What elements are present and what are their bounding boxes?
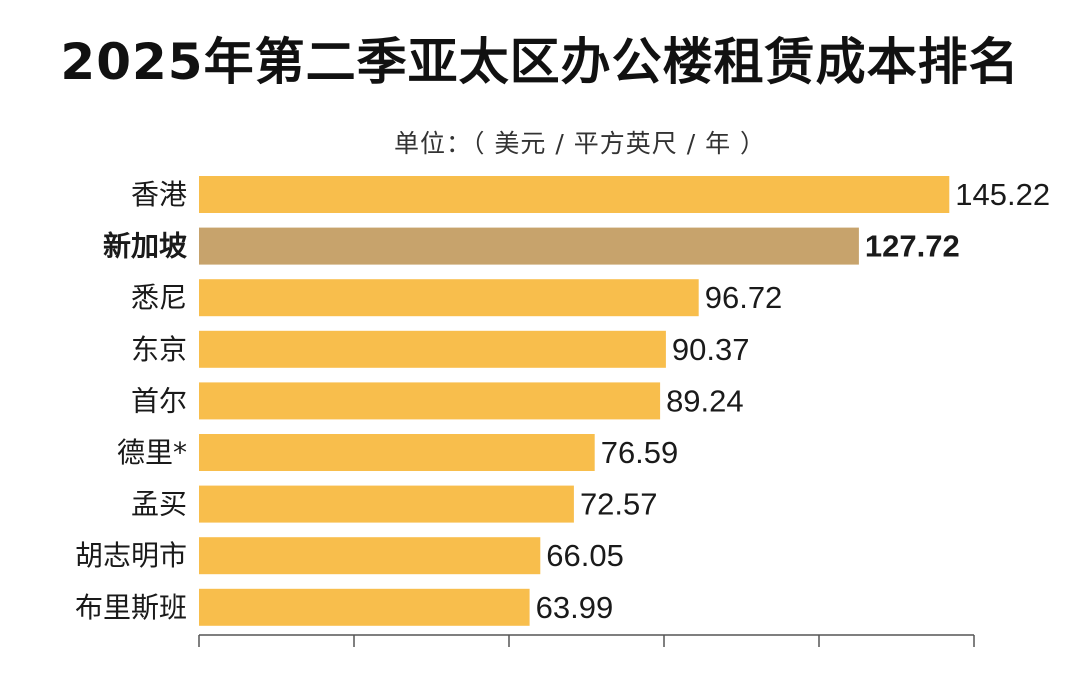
unit-label: 单位：（ 美元 / 平方英尺 / 年 ） — [393, 129, 767, 158]
value-label-7: 66.05 — [546, 538, 624, 573]
value-label-2: 96.72 — [705, 280, 783, 315]
value-label-4: 89.24 — [666, 383, 744, 418]
bar-7 — [199, 537, 541, 575]
bar-4 — [199, 382, 661, 420]
category-label-6: 孟买 — [131, 488, 187, 521]
category-label-0: 香港 — [131, 178, 187, 211]
category-label-7: 胡志明市 — [75, 539, 187, 572]
value-label-6: 72.57 — [580, 487, 658, 522]
value-label-8: 63.99 — [536, 590, 614, 625]
category-label-8: 布里斯班 — [75, 591, 187, 624]
bar-6 — [199, 485, 574, 523]
bar-0 — [199, 176, 950, 213]
bar-1 — [199, 227, 859, 265]
bar-3 — [199, 330, 666, 368]
value-label-5: 76.59 — [601, 435, 679, 470]
category-label-4: 首尔 — [131, 384, 187, 417]
category-label-2: 悉尼 — [131, 281, 187, 314]
category-label-5: 德里* — [117, 436, 187, 469]
value-label-3: 90.37 — [672, 332, 750, 367]
category-label-3: 东京 — [131, 333, 187, 366]
bar-5 — [199, 434, 595, 471]
category-label-1: 新加坡 — [103, 230, 187, 263]
bar-2 — [199, 279, 699, 317]
chart-title: 2025年第二季亚太区办公楼租赁成本排名 — [60, 33, 1020, 91]
value-label-1: 127.72 — [865, 229, 960, 264]
value-label-0: 145.22 — [955, 177, 1050, 212]
bar-8 — [199, 588, 530, 626]
